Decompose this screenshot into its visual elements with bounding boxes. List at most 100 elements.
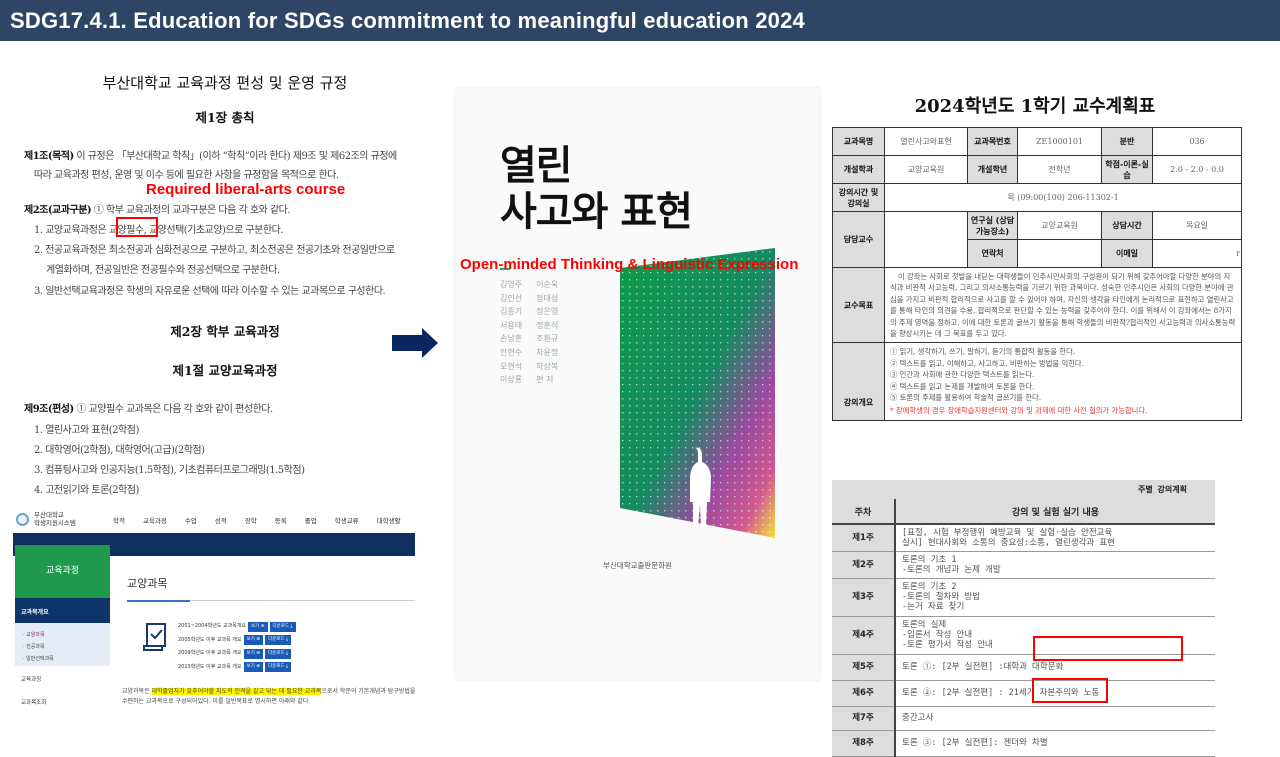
title-underline (127, 600, 415, 602)
view-button[interactable]: 보기 ⊕ (243, 648, 263, 659)
submenu-item[interactable]: · 일반선택과목 (23, 656, 54, 662)
overview-item: ③ 인간과 사회에 관한 다양한 텍스트를 읽는다. (890, 370, 1035, 380)
chapter-1-heading: 제1장 총칙 (195, 110, 255, 125)
article-9-item: 3. 컴퓨팅사고와 인공지능(1.5학점), 기초컴퓨터프로그래밍(1.5학점) (34, 465, 305, 476)
download-row: 2009학년도 이후 교과목 개요 보기 ⊕ 다운로드 ⤓ (178, 647, 296, 661)
nav-band (13, 533, 415, 556)
content-line: 토론의 실제 (902, 620, 947, 630)
time-room-value: 목 (09:00(100) 206-11302-1 (884, 183, 1242, 212)
dept-value: 교양교육원 (884, 155, 968, 184)
sidebar-item[interactable]: 교과목조회 (21, 700, 47, 706)
contact-label: 연락처 (967, 239, 1018, 268)
course-code-label: 교과목번호 (967, 127, 1018, 156)
content-line: 토론 ②: [2부 실전편] : 21세기 자본주의와 노동 (902, 688, 1100, 698)
week-row: 제4주 토론의 실제 -입론서 작성 안내 -토론 평가서 작성 안내 (832, 616, 1215, 655)
course-name-value: 열린사고와표현 (884, 127, 968, 156)
nav-item[interactable]: 졸업 (304, 517, 317, 525)
book-title-line-1: 열린 (500, 143, 573, 189)
right-arrow-icon (392, 328, 438, 358)
download-row: 2013학년도 이후 교과목 개요 보기 ⊕ 다운로드 ⤓ (178, 661, 296, 675)
person-silhouette (690, 447, 711, 527)
book-title: 열린 사고와 표현 (500, 143, 693, 235)
sidebar-item-active[interactable]: 교과목개요 (15, 598, 110, 623)
download-button[interactable]: 다운로드 ⤓ (264, 648, 291, 659)
regulation-title: 부산대학교 교육과정 편성 및 운영 규정 (102, 74, 348, 92)
portal-logo[interactable]: 부산대학교 학생지원시스템 (16, 511, 76, 527)
sidebar-submenu: · 교양과목 · 전공과목 · 일반선택과목 (15, 623, 110, 666)
section-value: 036 (1152, 127, 1242, 156)
credits-label: 학점-이론-실습 (1101, 155, 1153, 184)
author-row: 김영주 이순욱 (500, 280, 559, 289)
highlight-box (116, 217, 158, 237)
sidebar-title: 교육과정 (15, 545, 110, 598)
nav-item[interactable]: 학생교류 (334, 517, 359, 525)
document-check-icon (143, 623, 166, 651)
download-row: 2001~2004학년도 교과목개요 보기 ⊕ 다운로드 ⤓ (178, 620, 296, 634)
author-row: 안현수 차윤정 (500, 347, 559, 357)
overview-item: ⑤ 토론의 주제를 활용하여 학술적 글쓰기를 한다. (890, 393, 1042, 403)
week-label: 제7주 (832, 706, 896, 731)
download-button[interactable]: 다운로드 ⤓ (264, 662, 291, 673)
week-label: 제1주 (832, 524, 896, 552)
nav-item[interactable]: 성적 (214, 517, 227, 525)
office-hours-value: 목요일 (1152, 211, 1242, 240)
article-9-item: 4. 고전읽기와 토론(2학점) (34, 485, 139, 496)
slide-title: SDG17.4.1. Education for SDGs commitment… (0, 0, 1280, 41)
year-label: 개설학년 (967, 155, 1018, 184)
week-label: 제8주 (832, 730, 896, 757)
weekly-caption: 주별 강의계획 (832, 480, 1215, 499)
portal-nav: 학적 교육과정 수업 성적 장학 등록 졸업 학생교류 대학생활 (113, 515, 401, 525)
logo-line-2: 학생지원시스템 (34, 519, 76, 527)
view-button[interactable]: 보기 ⊕ (248, 621, 268, 632)
nav-item[interactable]: 교육과정 (142, 517, 167, 525)
office-label: 연구실 (상담가능장소) (967, 211, 1018, 240)
content-line: -토론 평가서 작성 안내 (902, 640, 993, 650)
nav-item[interactable]: 장학 (244, 517, 257, 525)
article-2-item-2-cont: 계열화하며, 전공일반은 전공필수와 전공선택으로 구분한다. (46, 265, 280, 276)
table-row: 교과목명 열린사고와표현 교과목번호 ZE1000101 분반 036 (832, 127, 1242, 156)
contact-value (1017, 239, 1102, 268)
chapter-2-heading: 제2장 학부 교육과정 (170, 324, 280, 339)
week-content: 토론의 기초 2 -토론의 절차와 방법 -논거 자료 찾기 (895, 578, 1215, 617)
course-name-label: 교과목명 (832, 127, 885, 156)
submenu-item[interactable]: · 교양과목 (23, 632, 45, 638)
sidebar-item[interactable]: 교육과정 (21, 677, 42, 683)
instructor-label: 담당교수 (832, 211, 885, 268)
article-1-text: 이 규정은 「부산대학교 학칙」(이하 “학칙”이라 한다) 제9조 및 제62… (73, 151, 397, 162)
download-button[interactable]: 다운로드 ⤓ (264, 635, 291, 646)
accent-dash (500, 268, 510, 270)
view-button[interactable]: 보기 ⊕ (243, 662, 263, 673)
article-2-item-3: 3. 일반선택교육과정은 학생의 자유로운 선택에 따라 이수할 수 있는 교과… (34, 286, 386, 297)
view-button[interactable]: 보기 ⊕ (243, 635, 263, 646)
office-hours-label: 상담시간 (1101, 211, 1153, 240)
content-line: 토론의 기초 2 (902, 582, 957, 592)
nav-item[interactable]: 등록 (274, 517, 287, 525)
submenu-item[interactable]: · 전공과목 (23, 644, 45, 650)
time-room-label: 강의시간 및 강의실 (832, 183, 885, 212)
liberal-arts-description: 교양과목은 대학졸업자가 갖추어야할 지도적 인격을 갈고 닦는 데 필요한 교… (122, 688, 415, 705)
nav-item[interactable]: 학적 (113, 517, 125, 525)
author-row: 이상룡 편 저 (500, 375, 554, 385)
overview-item: ① 읽기, 생각하기, 쓰기, 말하기, 듣기의 통합적 활동을 한다. (890, 347, 1076, 357)
download-button[interactable]: 다운로드 ⤓ (269, 621, 296, 632)
article-2-item-1: 1. 교양교육과정은 교양필수, 교양선택(기초교양)으로 구분한다. (34, 221, 450, 236)
item-text: 1. 교양교육과정은 (34, 225, 109, 236)
table-row: 강의개요 ① 읽기, 생각하기, 쓰기, 말하기, 듣기의 통합적 활동을 한다… (832, 342, 1242, 421)
download-row: 2005학년도 이후 교과목 개요 보기 ⊕ 다운로드 ⤓ (178, 634, 296, 648)
author-row: 김인선 정대성 (500, 293, 559, 303)
credits-value: 2.0 - 2.0 - 0.0 (1152, 155, 1242, 184)
logo-line-1: 부산대학교 (34, 511, 64, 519)
nav-item[interactable]: 대학생활 (376, 517, 401, 525)
article-1-line-1: 제1조(목적) 이 규정은 「부산대학교 학칙」(이하 “학칙”이라 한다) 제… (24, 147, 450, 162)
table-row: 담당교수 연구실 (상담가능장소) 교양교육원 상담시간 목요일 (832, 211, 1242, 268)
table-row: 개설학과 교양교육원 개설학년 전학년 학점-이론-실습 2.0 - 2.0 - 0.0 (832, 155, 1242, 184)
author-row: 손남훈 조환규 (500, 334, 559, 344)
objectives-label: 교수목표 (832, 266, 885, 344)
email-value: r (1152, 239, 1242, 268)
article-9-item: 1. 열린사고와 표현(2학점) (34, 425, 139, 436)
objectives-text: 이 강좌는 사회로 첫발을 내딛는 대학생들이 민주시민사회의 구성원이 되기 … (884, 266, 1242, 344)
weekly-plan-table: 주별 강의계획 주차 강의 및 실험 실기 내용 제1주 [표절, 시험 부정행위 … (832, 480, 1215, 757)
article-9-line-0: 제9조(편성) ① 교양필수 교과목은 다음 각 호와 같이 편성한다. (24, 400, 450, 415)
nav-item[interactable]: 수업 (184, 517, 197, 525)
article-1-heading: 제1조(목적) (24, 151, 74, 162)
